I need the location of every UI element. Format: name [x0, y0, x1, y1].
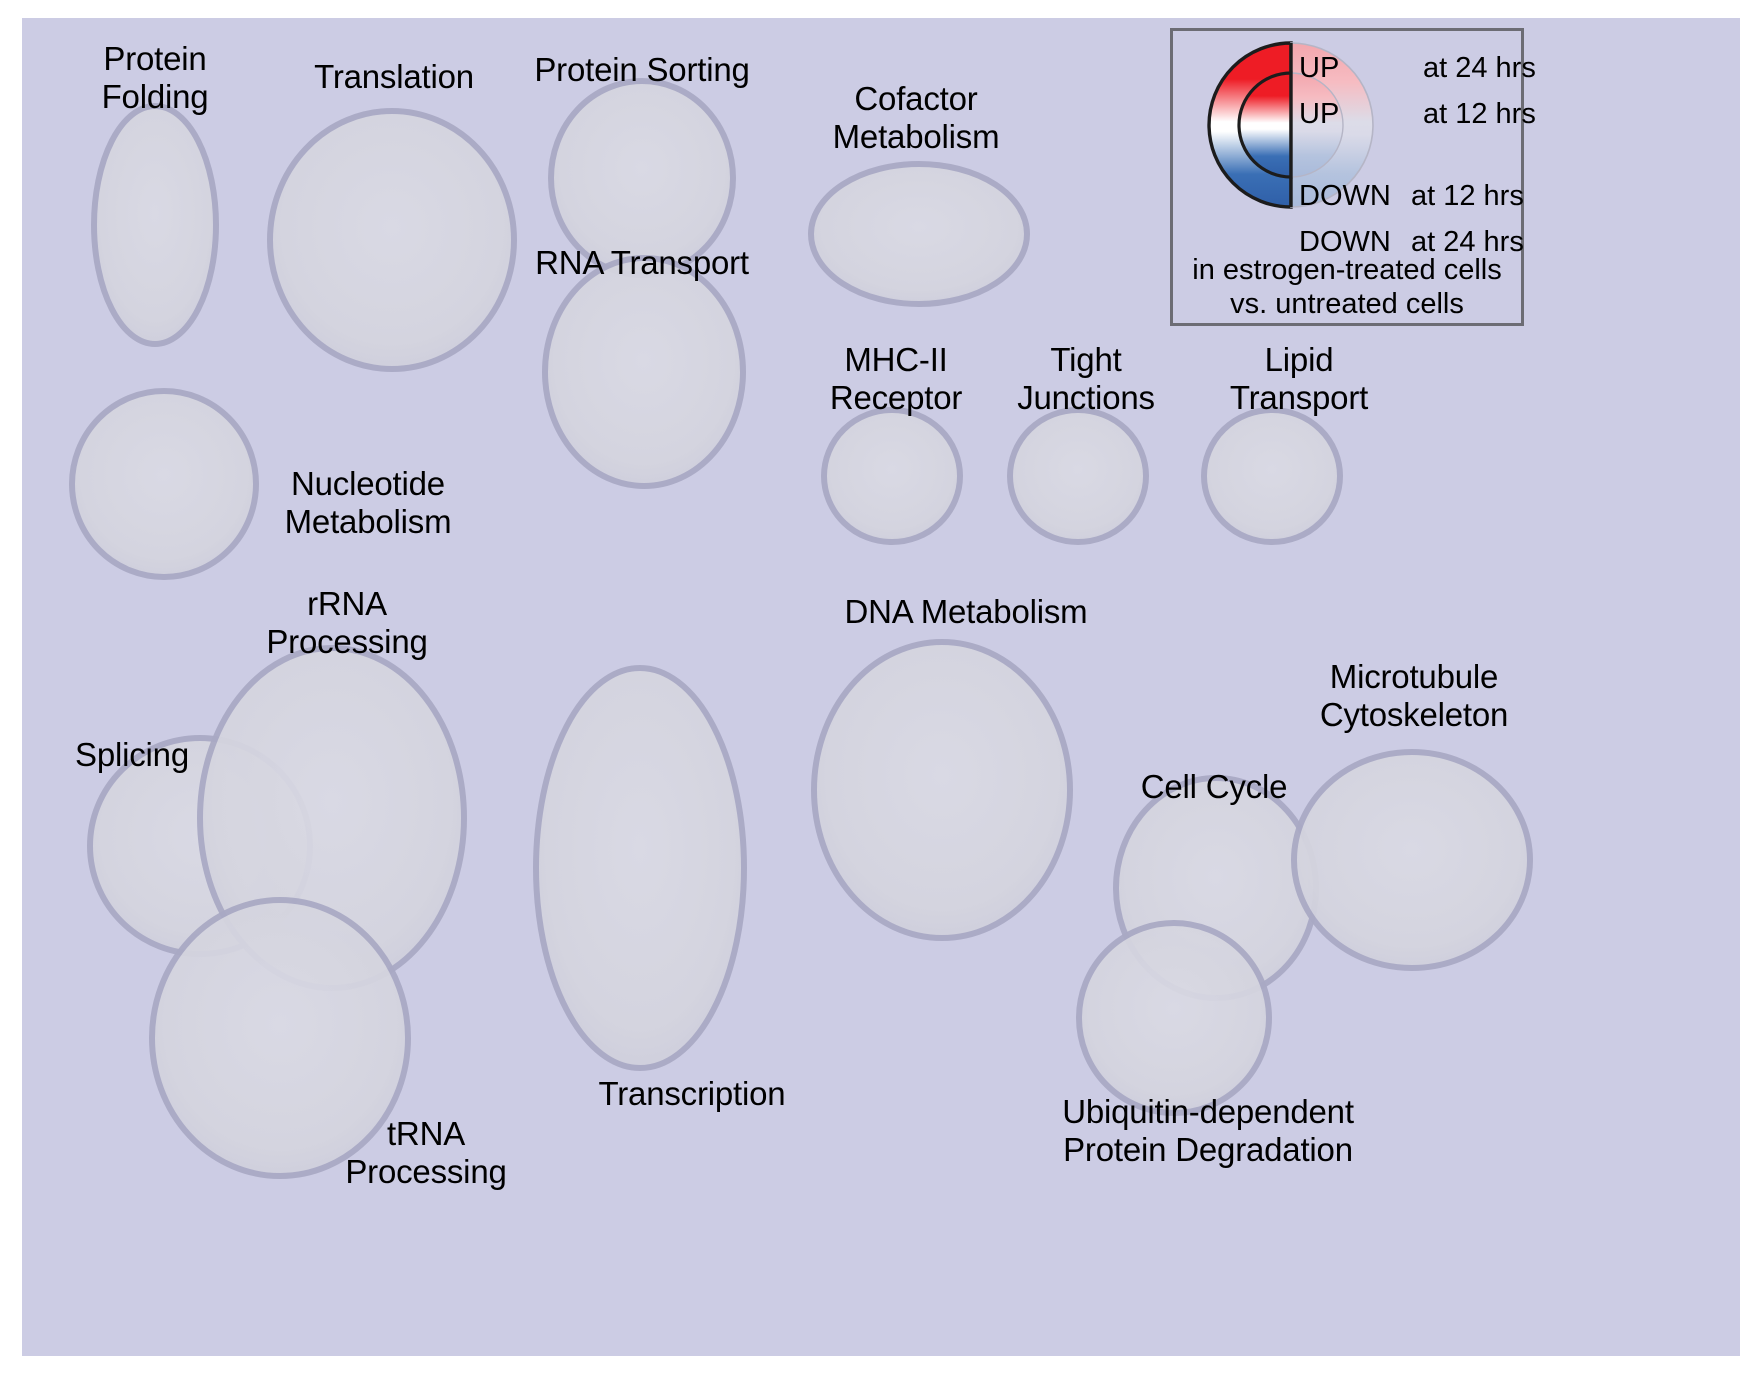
cluster-label-splicing: Splicing	[75, 736, 189, 773]
cluster-halo-protein-folding	[91, 103, 219, 347]
cluster-label-microtubule: Microtubule Cytoskeleton	[1319, 658, 1509, 733]
cluster-label-cofactor: Cofactor Metabolism	[832, 80, 1000, 155]
network-graph	[69, 78, 1533, 1179]
legend-time-3: at 24 hrs	[1411, 226, 1524, 258]
cluster-halo-cofactor	[808, 161, 1030, 307]
cluster-label-lipid-transport: Lipid Transport	[1229, 341, 1369, 416]
cluster-halo-lipid-transport	[1201, 407, 1343, 545]
cluster-label-transcription: Transcription	[598, 1075, 786, 1112]
cluster-halo-microtubule	[1291, 749, 1533, 971]
cluster-label-rrna: rRNA Processing	[266, 585, 428, 660]
legend-box: UP at 24 hrs UP at 12 hrs DOWN at 12 hrs DOWN a…	[1170, 28, 1536, 326]
cluster-label-nucleotide: Nucleotide Metabolism	[284, 465, 452, 540]
legend-time-1: at 12 hrs	[1423, 98, 1536, 130]
cluster-label-protein-sorting: Protein Sorting	[534, 51, 750, 88]
legend-caption-line2: vs. untreated cells	[1230, 288, 1464, 320]
legend-donut	[1207, 41, 1374, 209]
cluster-halo-trna	[149, 897, 411, 1179]
cluster-label-ubiquitin: Ubiquitin-dependent Protein Degradation	[1062, 1093, 1354, 1168]
cluster-label-rna-transport: RNA Transport	[535, 244, 749, 281]
cluster-halo-mhc-ii	[821, 407, 963, 545]
cluster-halo-translation	[267, 108, 517, 372]
cluster-halo-dna-metabolism	[811, 639, 1073, 941]
cluster-halos	[69, 78, 1533, 1179]
cluster-halo-nucleotide	[69, 388, 259, 580]
legend-state-2: DOWN	[1299, 180, 1391, 212]
legend-caption-line1: in estrogen-treated cells	[1192, 254, 1502, 286]
legend-state-0: UP	[1299, 52, 1340, 84]
cluster-halo-ubiquitin	[1076, 920, 1272, 1116]
legend-state-3: DOWN	[1299, 226, 1391, 258]
cluster-halo-rna-transport	[542, 255, 746, 489]
cluster-halo-transcription	[533, 665, 747, 1071]
legend-time-2: at 12 hrs	[1411, 180, 1524, 212]
cluster-label-mhc-ii: MHC-II Receptor	[829, 341, 963, 416]
legend-state-1: UP	[1299, 98, 1340, 130]
cluster-label-trna: tRNA Processing	[345, 1115, 507, 1190]
cluster-label-dna-metabolism: DNA Metabolism	[844, 593, 1088, 630]
cluster-label-protein-folding: Protein Folding	[101, 40, 209, 115]
cluster-label-tight-junctions: Tight Junctions	[1017, 341, 1155, 416]
cluster-halo-tight-junctions	[1007, 407, 1149, 545]
network-canvas: Protein Folding Translation Protein Sortin…	[22, 18, 1740, 1356]
cluster-label-cell-cycle: Cell Cycle	[1140, 768, 1288, 805]
cluster-label-translation: Translation	[314, 58, 474, 95]
legend-time-0: at 24 hrs	[1423, 52, 1536, 84]
